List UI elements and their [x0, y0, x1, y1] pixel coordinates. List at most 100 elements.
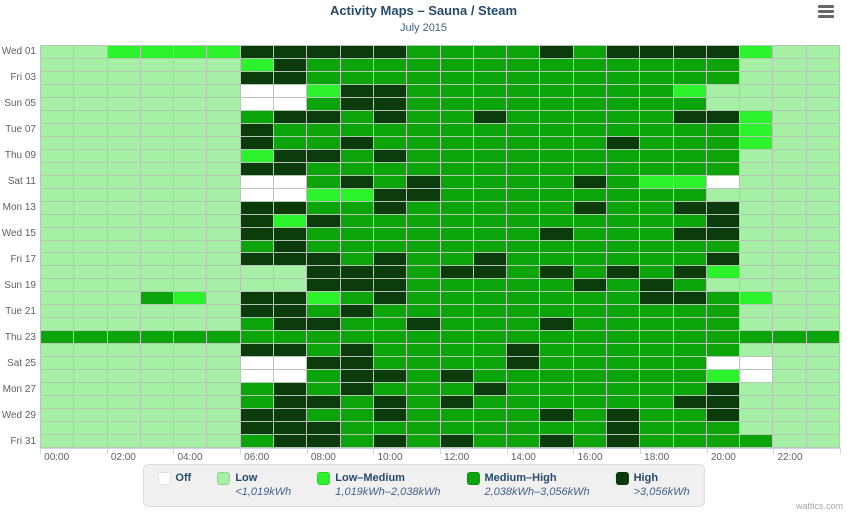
heatmap-cell[interactable]: [41, 344, 74, 357]
heatmap-cell[interactable]: [573, 240, 606, 253]
heatmap-cell[interactable]: [74, 331, 107, 344]
heatmap-cell[interactable]: [606, 305, 640, 318]
heatmap-cell[interactable]: [640, 58, 673, 71]
heatmap-cell[interactable]: [407, 46, 440, 58]
heatmap-cell[interactable]: [573, 175, 606, 188]
heatmap-cell[interactable]: [473, 253, 507, 266]
heatmap-cell[interactable]: [274, 435, 307, 447]
heatmap-cell[interactable]: [540, 58, 573, 71]
heatmap-cell[interactable]: [573, 123, 606, 136]
heatmap-cell[interactable]: [307, 266, 340, 279]
heatmap-cell[interactable]: [806, 84, 839, 97]
heatmap-cell[interactable]: [41, 71, 74, 84]
heatmap-cell[interactable]: [174, 344, 207, 357]
heatmap-cell[interactable]: [740, 370, 773, 383]
heatmap-cell[interactable]: [740, 344, 773, 357]
heatmap-cell[interactable]: [307, 331, 340, 344]
heatmap-cell[interactable]: [41, 214, 74, 227]
heatmap-cell[interactable]: [507, 201, 540, 214]
heatmap-cell[interactable]: [207, 396, 240, 409]
heatmap-cell[interactable]: [240, 383, 274, 396]
heatmap-cell[interactable]: [673, 279, 706, 292]
heatmap-cell[interactable]: [706, 318, 740, 331]
heatmap-cell[interactable]: [507, 71, 540, 84]
heatmap-cell[interactable]: [207, 383, 240, 396]
heatmap-cell[interactable]: [773, 84, 806, 97]
heatmap-cell[interactable]: [407, 162, 440, 175]
heatmap-cell[interactable]: [540, 201, 573, 214]
heatmap-cell[interactable]: [307, 279, 340, 292]
heatmap-cell[interactable]: [540, 318, 573, 331]
heatmap-cell[interactable]: [640, 370, 673, 383]
heatmap-cell[interactable]: [207, 175, 240, 188]
heatmap-cell[interactable]: [340, 435, 373, 447]
heatmap-cell[interactable]: [573, 396, 606, 409]
heatmap-cell[interactable]: [174, 136, 207, 149]
heatmap-cell[interactable]: [773, 253, 806, 266]
heatmap-cell[interactable]: [440, 396, 473, 409]
heatmap-cell[interactable]: [107, 188, 140, 201]
heatmap-cell[interactable]: [740, 383, 773, 396]
heatmap-cell[interactable]: [473, 370, 507, 383]
heatmap-cell[interactable]: [140, 331, 174, 344]
heatmap-cell[interactable]: [274, 162, 307, 175]
heatmap-cell[interactable]: [340, 292, 373, 305]
heatmap-cell[interactable]: [373, 240, 407, 253]
heatmap-cell[interactable]: [41, 46, 74, 58]
heatmap-cell[interactable]: [174, 292, 207, 305]
heatmap-cell[interactable]: [373, 331, 407, 344]
heatmap-cell[interactable]: [207, 292, 240, 305]
heatmap-cell[interactable]: [673, 292, 706, 305]
heatmap-cell[interactable]: [307, 162, 340, 175]
heatmap-cell[interactable]: [573, 292, 606, 305]
heatmap-cell[interactable]: [373, 266, 407, 279]
heatmap-cell[interactable]: [41, 97, 74, 110]
heatmap-cell[interactable]: [473, 136, 507, 149]
heatmap-cell[interactable]: [407, 279, 440, 292]
heatmap-cell[interactable]: [340, 344, 373, 357]
heatmap-cell[interactable]: [74, 46, 107, 58]
heatmap-cell[interactable]: [606, 383, 640, 396]
heatmap-cell[interactable]: [207, 214, 240, 227]
heatmap-cell[interactable]: [473, 396, 507, 409]
heatmap-cell[interactable]: [74, 318, 107, 331]
heatmap-cell[interactable]: [606, 240, 640, 253]
heatmap-cell[interactable]: [340, 266, 373, 279]
heatmap-cell[interactable]: [706, 305, 740, 318]
heatmap-cell[interactable]: [540, 149, 573, 162]
heatmap-cell[interactable]: [240, 435, 274, 447]
heatmap-cell[interactable]: [407, 71, 440, 84]
heatmap-cell[interactable]: [340, 71, 373, 84]
heatmap-cell[interactable]: [340, 383, 373, 396]
heatmap-cell[interactable]: [74, 214, 107, 227]
heatmap-cell[interactable]: [274, 370, 307, 383]
heatmap-cell[interactable]: [41, 383, 74, 396]
heatmap-cell[interactable]: [507, 435, 540, 447]
heatmap-cell[interactable]: [274, 266, 307, 279]
heatmap-cell[interactable]: [573, 227, 606, 240]
heatmap-cell[interactable]: [107, 123, 140, 136]
heatmap-cell[interactable]: [107, 396, 140, 409]
heatmap-cell[interactable]: [673, 201, 706, 214]
heatmap-cell[interactable]: [573, 46, 606, 58]
heatmap-cell[interactable]: [373, 435, 407, 447]
heatmap-cell[interactable]: [174, 409, 207, 422]
heatmap-cell[interactable]: [240, 357, 274, 370]
heatmap-cell[interactable]: [340, 149, 373, 162]
heatmap-cell[interactable]: [606, 292, 640, 305]
heatmap-cell[interactable]: [440, 71, 473, 84]
heatmap-cell[interactable]: [706, 110, 740, 123]
heatmap-cell[interactable]: [140, 357, 174, 370]
heatmap-cell[interactable]: [373, 370, 407, 383]
heatmap-cell[interactable]: [207, 344, 240, 357]
heatmap-cell[interactable]: [540, 292, 573, 305]
heatmap-cell[interactable]: [340, 279, 373, 292]
heatmap-cell[interactable]: [307, 149, 340, 162]
heatmap-cell[interactable]: [573, 253, 606, 266]
heatmap-cell[interactable]: [640, 331, 673, 344]
heatmap-cell[interactable]: [773, 292, 806, 305]
heatmap-cell[interactable]: [806, 136, 839, 149]
heatmap-cell[interactable]: [673, 331, 706, 344]
heatmap-cell[interactable]: [74, 253, 107, 266]
heatmap-cell[interactable]: [240, 58, 274, 71]
